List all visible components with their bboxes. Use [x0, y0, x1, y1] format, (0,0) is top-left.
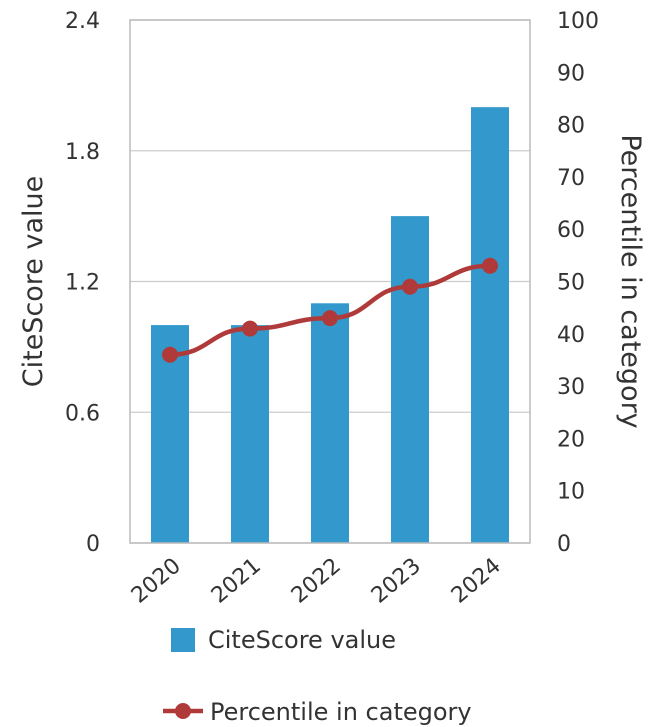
line-point — [242, 320, 258, 337]
x-tick-label: 2023 — [367, 553, 426, 608]
left-tick-label: 1.8 — [65, 140, 100, 165]
left-axis-ticks: 0 0.6 1.2 1.8 2.4 — [65, 9, 100, 557]
x-tick-label: 2022 — [287, 553, 346, 608]
line-point — [162, 346, 178, 363]
right-axis-title: Percentile in category — [615, 134, 646, 428]
legend-bar-swatch — [171, 628, 195, 652]
bar — [471, 107, 509, 544]
right-tick-label: 70 — [557, 166, 585, 191]
left-tick-label: 0.6 — [65, 401, 100, 426]
legend-bar-label: CiteScore value — [208, 626, 396, 654]
legend: CiteScore value Percentile in category — [163, 626, 472, 726]
x-tick-label: 2020 — [127, 553, 186, 608]
right-tick-label: 50 — [557, 271, 585, 296]
left-axis-title: CiteScore value — [18, 176, 49, 388]
bar-series — [151, 107, 509, 544]
line-series — [162, 257, 498, 363]
x-tick-label: 2024 — [447, 553, 506, 608]
plot-frame — [129, 19, 531, 544]
right-tick-label: 10 — [557, 480, 585, 505]
bar — [391, 216, 429, 543]
right-tick-label: 100 — [557, 9, 599, 34]
left-tick-label: 1.2 — [65, 271, 100, 296]
right-tick-label: 60 — [557, 218, 585, 243]
x-axis-ticks: 2020 2021 2022 2023 2024 — [127, 553, 506, 608]
right-axis-ticks: 0 10 20 30 40 50 60 70 80 90 100 — [557, 9, 599, 557]
bar — [311, 303, 349, 543]
right-tick-label: 40 — [557, 323, 585, 348]
legend-line-marker — [175, 703, 191, 719]
line-point — [322, 310, 338, 327]
x-tick-label: 2021 — [207, 553, 266, 608]
left-tick-label: 0 — [86, 532, 100, 557]
right-tick-label: 30 — [557, 375, 585, 400]
right-tick-label: 20 — [557, 427, 585, 452]
bar — [231, 325, 269, 543]
right-tick-label: 90 — [557, 61, 585, 86]
left-tick-label: 2.4 — [65, 9, 100, 34]
legend-line-label: Percentile in category — [210, 698, 472, 726]
line-point — [482, 257, 498, 274]
line-point — [402, 278, 418, 295]
right-tick-label: 0 — [557, 532, 571, 557]
right-tick-label: 80 — [557, 114, 585, 139]
